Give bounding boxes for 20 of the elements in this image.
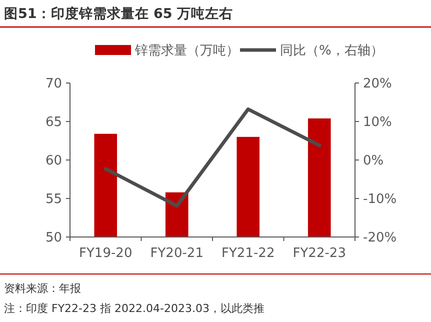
chart-title: 图51：印度锌需求量在 65 万吨左右 — [4, 5, 233, 22]
y-tick-label: 55 — [45, 192, 62, 208]
line-series — [104, 107, 322, 208]
y2-tick-label: -20% — [363, 230, 397, 246]
y-tick-label: 50 — [45, 230, 62, 246]
x-tick-label: FY19-20 — [79, 246, 132, 261]
legend-label: 同比（%，右轴） — [280, 44, 384, 59]
text: 注：印度 FY22-23 指 2022.04-2023.03，以此类推 — [4, 302, 264, 315]
y2-tick-label: 20% — [363, 76, 392, 92]
y-tick-label: 65 — [45, 115, 62, 130]
y2-tick-label: 10% — [363, 115, 392, 130]
x-tick-label: FY21-22 — [222, 246, 275, 261]
legend-label: 锌需求量（万吨） — [134, 44, 239, 59]
y2-tick-label: -10% — [363, 192, 397, 208]
x-tick-label: FY20-21 — [150, 246, 204, 261]
y-tick-label: 70 — [45, 76, 62, 92]
x-tick-label: FY22-23 — [292, 246, 346, 261]
text: 资料来源：年报 — [4, 282, 81, 295]
y2-tick-label: 0% — [363, 154, 384, 169]
y-tick-label: 60 — [45, 154, 62, 169]
